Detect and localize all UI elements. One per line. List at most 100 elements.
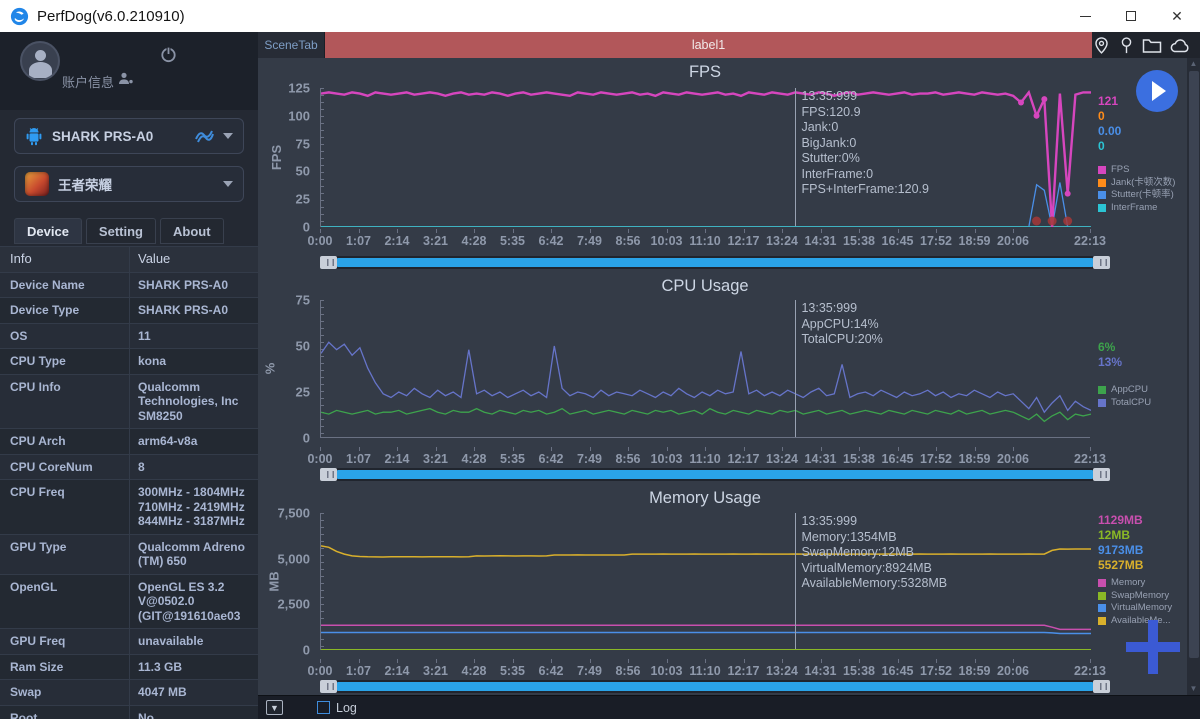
- app-selector[interactable]: 王者荣耀: [14, 166, 244, 202]
- x-tick-mark: [320, 447, 321, 451]
- legend-item[interactable]: AppCPU: [1098, 384, 1186, 397]
- legend-item[interactable]: Memory: [1098, 577, 1186, 590]
- account-info-label[interactable]: 账户信息: [62, 72, 114, 91]
- minimize-button[interactable]: [1062, 0, 1108, 32]
- chart-scrollbar[interactable]: [320, 256, 1110, 269]
- table-row: OpenGLOpenGL ES 3.2 V@0502.0 (GIT@191610…: [0, 575, 258, 630]
- close-button[interactable]: ✕: [1154, 0, 1200, 32]
- table-row: GPU TypeQualcomm Adreno (TM) 650: [0, 535, 258, 575]
- usb-connection-icon[interactable]: [194, 128, 214, 144]
- chart-legend: AppCPUTotalCPU: [1098, 384, 1186, 409]
- value-cell: 8: [130, 455, 258, 480]
- scrollbar-left-handle[interactable]: [320, 256, 337, 269]
- table-row: CPU Archarm64-v8a: [0, 429, 258, 455]
- add-chart-plus-icon[interactable]: [1120, 618, 1186, 676]
- account-switch-icon[interactable]: [118, 72, 134, 85]
- x-tick-mark: [936, 659, 937, 663]
- chart-scrollbar[interactable]: [320, 468, 1110, 481]
- legend-item[interactable]: Stutter(卡顿率): [1098, 189, 1186, 202]
- scrollbar-fill[interactable]: [337, 470, 1093, 479]
- chart-block: CPU Usage % 7550250 13:35:999AppCPU:14%T…: [258, 272, 1186, 484]
- location-icon[interactable]: [1092, 36, 1111, 55]
- x-tick-mark: [513, 659, 514, 663]
- legend-color-swatch-icon: [1098, 386, 1106, 394]
- current-values: 1129MB12MB9173MB5527MB: [1098, 513, 1186, 573]
- panel-expand-button[interactable]: ▼: [266, 700, 283, 715]
- info-cell: Root: [0, 706, 130, 719]
- power-icon[interactable]: [160, 46, 177, 63]
- x-tick-label: 0:00: [307, 234, 332, 248]
- tooltip-line: Jank:0: [801, 120, 929, 136]
- cloud-icon[interactable]: [1169, 37, 1191, 54]
- legend-label: Jank(卡顿次数): [1111, 177, 1175, 190]
- x-tick-label: 15:38: [843, 664, 875, 678]
- y-tick-label: 50: [296, 339, 310, 354]
- x-tick-mark: [628, 659, 629, 663]
- sidebar-tab-about[interactable]: About: [160, 218, 224, 244]
- x-tick-label: 0:00: [307, 664, 332, 678]
- info-cell: Ram Size: [0, 655, 130, 680]
- device-selector[interactable]: SHARK PRS-A0: [14, 118, 244, 154]
- play-button[interactable]: [1136, 70, 1178, 112]
- scrollbar-right-handle[interactable]: [1093, 680, 1110, 693]
- legend-item[interactable]: TotalCPU: [1098, 397, 1186, 410]
- scrollbar-right-handle[interactable]: [1093, 468, 1110, 481]
- device-dropdown-caret-icon[interactable]: [223, 133, 233, 139]
- value-cell: SHARK PRS-A0: [130, 298, 258, 323]
- legend-item[interactable]: Jank(卡顿次数): [1098, 177, 1186, 190]
- scroll-down-icon[interactable]: ▼: [1187, 683, 1200, 695]
- legend-item[interactable]: SwapMemory: [1098, 590, 1186, 603]
- x-tick-mark: [397, 659, 398, 663]
- x-tick-label: 16:45: [882, 452, 914, 466]
- folder-icon[interactable]: [1142, 36, 1162, 54]
- sidebar-tab-device[interactable]: Device: [14, 218, 82, 244]
- y-axis: 7550250: [258, 300, 314, 438]
- legend-color-swatch-icon: [1098, 166, 1106, 174]
- x-tick-label: 7:49: [577, 234, 602, 248]
- vertical-scrollbar-thumb[interactable]: [1189, 71, 1199, 658]
- scroll-up-icon[interactable]: ▲: [1187, 58, 1200, 70]
- vertical-scrollbar[interactable]: ▲ ▼: [1187, 58, 1200, 695]
- scene-label-tab[interactable]: label1: [325, 32, 1092, 58]
- chart-plot[interactable]: 13:35:999AppCPU:14%TotalCPU:20%: [320, 300, 1090, 438]
- scrollbar-fill[interactable]: [337, 682, 1093, 691]
- chart-plot[interactable]: 13:35:999FPS:120.9Jank:0BigJank:0Stutter…: [320, 88, 1090, 227]
- maximize-button[interactable]: [1108, 0, 1154, 32]
- chart-plot[interactable]: 13:35:999Memory:1354MBSwapMemory:12MBVir…: [320, 513, 1090, 650]
- avatar[interactable]: [20, 41, 60, 81]
- series-line-FPS: [321, 92, 1091, 227]
- series-line-Stutter: [321, 183, 1091, 228]
- tooltip-line: 13:35:999: [801, 514, 947, 530]
- value-cell: 11: [130, 324, 258, 349]
- scene-tab-button[interactable]: SceneTab: [258, 32, 325, 58]
- current-value: 6%: [1098, 340, 1186, 355]
- y-tick-label: 0: [303, 220, 310, 235]
- x-tick-mark: [436, 659, 437, 663]
- x-tick-mark: [744, 229, 745, 233]
- value-cell: kona: [130, 349, 258, 374]
- table-row: Device NameSHARK PRS-A0: [0, 273, 258, 299]
- scrollbar-left-handle[interactable]: [320, 468, 337, 481]
- app-dropdown-caret-icon[interactable]: [223, 181, 233, 187]
- legend-item[interactable]: VirtualMemory: [1098, 602, 1186, 615]
- x-tick-label: 2:14: [384, 452, 409, 466]
- x-tick-label: 14:31: [805, 234, 837, 248]
- device-info-table: InfoValueDevice NameSHARK PRS-A0Device T…: [0, 246, 258, 719]
- x-tick-mark: [936, 447, 937, 451]
- sidebar-tab-setting[interactable]: Setting: [86, 218, 156, 244]
- log-checkbox[interactable]: [317, 701, 330, 714]
- legend-color-swatch-icon: [1098, 191, 1106, 199]
- scrollbar-right-handle[interactable]: [1093, 256, 1110, 269]
- x-tick-label: 10:03: [651, 664, 683, 678]
- scrollbar-fill[interactable]: [337, 258, 1093, 267]
- x-tick-mark: [474, 447, 475, 451]
- pin-marker-icon[interactable]: [1118, 36, 1135, 55]
- x-tick-label: 22:13: [1074, 664, 1106, 678]
- legend-item[interactable]: FPS: [1098, 164, 1186, 177]
- x-tick-mark: [551, 659, 552, 663]
- scrollbar-left-handle[interactable]: [320, 680, 337, 693]
- chart-scrollbar[interactable]: [320, 680, 1110, 693]
- legend-item[interactable]: InterFrame: [1098, 202, 1186, 215]
- series-line-AppCPU: [321, 409, 1091, 422]
- series-line-VirtualMemory: [321, 633, 1091, 634]
